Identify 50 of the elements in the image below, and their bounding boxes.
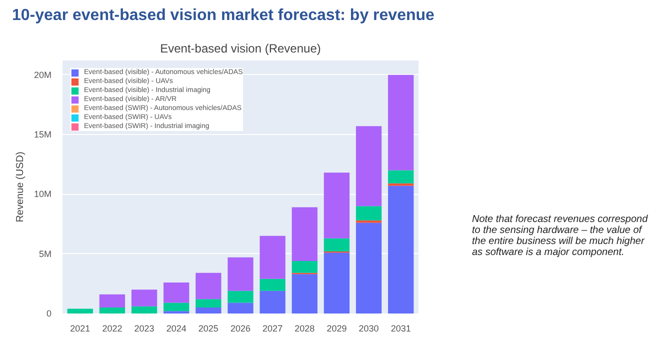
bar xyxy=(324,172,350,238)
bar xyxy=(99,308,126,314)
text: Note that forecast revenues correspond to the sensing hardware – the value of the entire business will be much higher as software is a major component. xyxy=(472,214,649,258)
chart-title: 10-year event-based vision market forecast: by revenue xyxy=(12,6,434,26)
bar xyxy=(164,302,190,312)
bar xyxy=(164,282,190,303)
bar xyxy=(196,299,222,308)
x-tick-label: 2027 xyxy=(262,324,283,334)
x-tick-label: 2024 xyxy=(166,324,186,334)
bar xyxy=(356,222,382,314)
bar xyxy=(388,170,414,184)
bar xyxy=(260,290,286,314)
x-tick-label: 2021 xyxy=(70,324,90,334)
x-tick-label: 2030 xyxy=(358,324,379,334)
bar xyxy=(388,183,414,186)
bar xyxy=(196,272,222,300)
bar xyxy=(324,252,350,314)
bar xyxy=(356,220,382,223)
x-tick-label: 2029 xyxy=(326,324,347,334)
x-tick-label: 2022 xyxy=(102,324,122,334)
bar xyxy=(131,290,158,306)
bar xyxy=(356,206,382,220)
y-axis-title: Revenue (USD) xyxy=(14,152,26,222)
bar xyxy=(260,236,286,279)
x-tick-label: 2023 xyxy=(134,324,154,334)
bar xyxy=(99,294,126,308)
x-tick-label: 2026 xyxy=(230,324,251,334)
x-tick-label: 2025 xyxy=(198,324,218,334)
bar xyxy=(67,308,93,314)
bar xyxy=(228,257,254,291)
bar xyxy=(131,306,158,314)
bar xyxy=(292,260,318,273)
bar xyxy=(228,302,254,314)
bar xyxy=(228,290,254,303)
bar xyxy=(292,274,318,314)
bar xyxy=(388,74,414,170)
bar xyxy=(388,186,414,314)
bar xyxy=(292,207,318,261)
bar xyxy=(196,308,222,314)
y-tick-label: 20M xyxy=(34,70,52,80)
y-tick-label: 15M xyxy=(34,129,52,140)
bar xyxy=(324,238,350,252)
chart-subtitle: Event-based vision (Revenue) xyxy=(160,42,321,56)
x-tick-label: 2028 xyxy=(294,324,315,334)
x-tick-label: 2031 xyxy=(390,324,411,334)
bar xyxy=(260,278,286,291)
bar xyxy=(356,126,382,206)
y-tick-label: 0 xyxy=(46,308,52,318)
y-tick-label: 10M xyxy=(34,189,52,200)
y-tick-label: 5M xyxy=(39,248,52,259)
